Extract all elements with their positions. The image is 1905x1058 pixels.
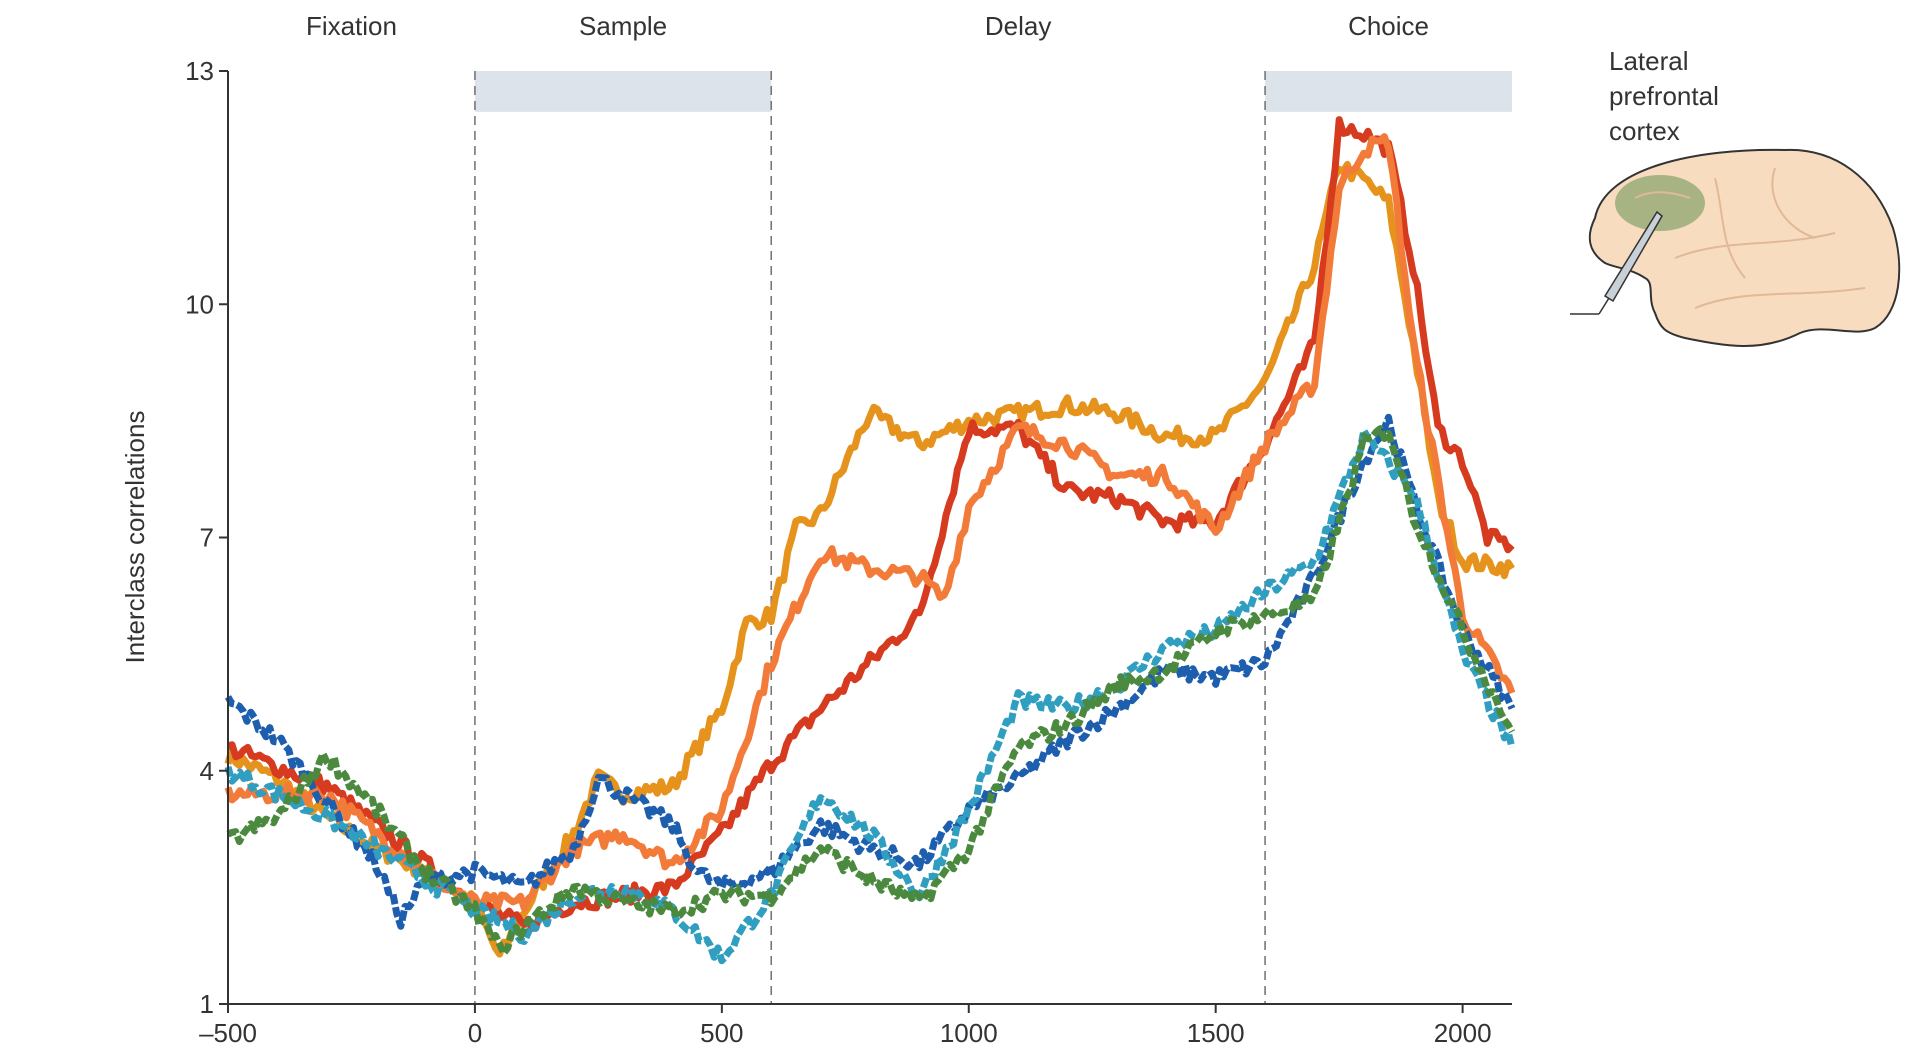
brain-region-label: Lateral prefrontal cortex [1609, 44, 1719, 149]
brain-illustration [1570, 148, 1901, 347]
electrode-icon [1570, 210, 1663, 315]
y-tick-label: 1 [200, 989, 214, 1019]
epoch-labels: Fixation Sample Delay Choice [306, 11, 1429, 41]
x-tick-label: 500 [700, 1018, 743, 1048]
prefrontal-region [1615, 175, 1705, 231]
x-tick-label: 1500 [1187, 1018, 1245, 1048]
epoch-label: Choice [1348, 11, 1429, 41]
series-line-dark-blue [224, 413, 1516, 930]
shaded-period [1265, 71, 1512, 112]
brain-label-line: Lateral [1609, 46, 1689, 76]
shaded-periods [474, 71, 1512, 112]
x-tick-label: 1000 [940, 1018, 998, 1048]
y-tick-label: 4 [200, 756, 214, 786]
x-tick-label: 2000 [1434, 1018, 1492, 1048]
epoch-label: Sample [579, 11, 667, 41]
y-axis-label: Interclass correlations [120, 411, 150, 664]
ticks: –500 0 500 1000 1500 2000 1 4 7 10 13 [185, 56, 1491, 1048]
x-tick-label: –500 [199, 1018, 257, 1048]
sulci [1634, 167, 1866, 309]
x-tick-label: 0 [468, 1018, 482, 1048]
y-tick-label: 7 [200, 523, 214, 553]
y-tick-label: 13 [185, 56, 214, 86]
y-tick-label: 10 [185, 289, 214, 319]
event-lines [474, 71, 1266, 1004]
brain-label-line: cortex [1609, 116, 1680, 146]
epoch-label: Fixation [306, 11, 397, 41]
shaded-period [474, 71, 772, 112]
brain-label-line: prefrontal [1609, 81, 1719, 111]
series-line-green [226, 425, 1516, 957]
series-group [224, 116, 1516, 965]
epoch-label: Delay [985, 11, 1051, 41]
